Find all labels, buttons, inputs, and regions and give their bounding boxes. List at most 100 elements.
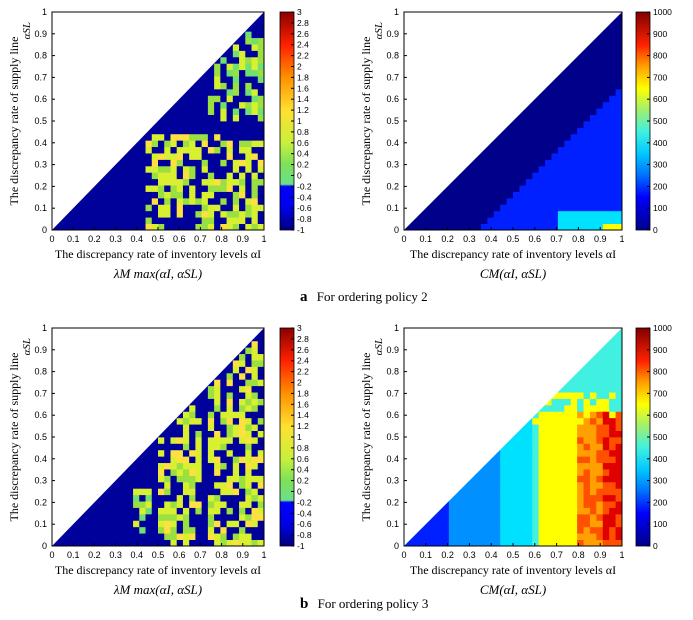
y-axis-symbol: αSL [21,22,33,39]
heatmap-cell [195,101,203,109]
heatmap-cell [525,456,533,464]
heatmap-cell [506,475,514,483]
heatmap-cell [525,494,533,502]
heatmap-cell [232,44,240,51]
x-tick-label: 0.4 [131,234,144,244]
heatmap-cell [615,513,623,521]
heatmap-cell [95,185,103,192]
heatmap-cell [245,178,252,186]
heatmap-cell [182,217,190,224]
heatmap-cell [257,494,265,502]
heatmap-cell [114,481,121,489]
heatmap-cell [564,520,572,528]
heatmap-cell [500,501,507,508]
heatmap-cell [257,185,265,192]
heatmap-cell [114,526,121,534]
heatmap-cell [226,88,234,96]
heatmap-cell [76,520,84,528]
heatmap-cell [95,533,103,540]
heatmap-cell [557,481,565,489]
heatmap-cell [251,443,259,451]
heatmap-cell [577,494,584,502]
heatmap-cell [609,95,616,103]
heatmap-cell [151,533,159,540]
heatmap-cell [557,513,565,521]
heatmap-cell [64,539,72,547]
heatmap-cell [500,456,507,464]
heatmap-cell [220,178,227,186]
heatmap-cell [589,526,597,534]
y-axis-label: The discrepancy rate of supply line [359,353,373,522]
heatmap-cell [207,392,215,399]
heatmap-cell [436,513,443,521]
heatmap-cell [519,191,527,199]
heatmap-cell [500,513,507,521]
heatmap-cell [232,507,240,515]
heatmap-cell [545,424,552,431]
x-tick-label: 0.2 [88,234,101,244]
heatmap-cell [602,165,610,173]
heatmap-cell [170,488,178,496]
heatmap-cell [525,513,533,521]
heatmap-cell [602,114,610,122]
heatmap-cell [158,526,165,534]
colorbar-label: 900 [653,29,667,39]
heatmap-cell [164,462,171,470]
heatmap-cell [226,411,234,419]
heatmap-cell [207,520,215,528]
heatmap-cell [532,501,540,508]
heatmap-cell [474,210,482,218]
heatmap-cell [493,210,501,218]
heatmap-cell [108,172,115,180]
heatmap-cell [596,223,604,231]
heatmap-cell [513,172,520,180]
heatmap-cell [525,481,533,489]
heatmap-cell [226,82,234,90]
colorbar-label: 800 [653,367,667,377]
heatmap-cell [139,172,146,180]
heatmap-cell [564,82,572,90]
heatmap-cell [500,146,507,154]
heatmap-cell [114,217,121,224]
heatmap-cell [577,443,584,451]
heatmap-cell [214,217,221,224]
heatmap-cell [602,449,610,457]
heatmap-cell [525,223,533,231]
heatmap-cell [145,210,153,218]
heatmap-cell [596,31,604,39]
panel-subtitle: CM(αI, αSL) [480,266,546,281]
heatmap-cell [245,417,252,425]
heatmap-cell [589,172,597,180]
heatmap-cell [609,443,616,451]
heatmap-cell [220,533,227,540]
heatmap-cell [226,159,234,167]
heatmap-cell [207,513,215,521]
heatmap-cell [513,153,520,160]
heatmap-cell [139,159,146,167]
heatmap-cell [251,353,259,361]
heatmap-cell [95,494,103,502]
heatmap-cell [164,437,171,444]
heatmap-cell [474,165,482,173]
heatmap-cell [214,172,221,180]
heatmap-cell [474,197,482,205]
y-tick-label: 0 [394,225,399,235]
heatmap-cell [532,469,540,476]
heatmap-cell [220,56,227,64]
heatmap-cell [207,146,215,154]
heatmap-cell [615,404,623,412]
heatmap-cell [170,507,178,515]
heatmap-cell [89,507,97,515]
heatmap-cell [245,165,252,173]
heatmap-cell [564,533,572,540]
heatmap-cell [596,88,604,96]
heatmap-cell [245,533,252,540]
heatmap-cell [532,539,540,547]
heatmap-cell [120,533,128,540]
heatmap-cell [189,82,196,90]
heatmap-cell [545,437,552,444]
heatmap-cell [532,172,540,180]
heatmap-cell [410,539,418,547]
heatmap-cell [251,366,259,374]
heatmap-cell [182,153,190,160]
